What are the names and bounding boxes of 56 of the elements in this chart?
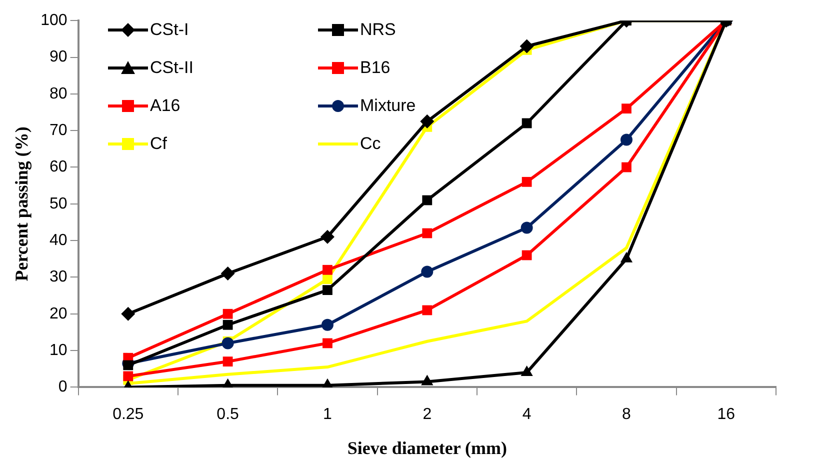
point	[421, 266, 434, 278]
point	[422, 305, 432, 316]
y-tick-label: 60	[50, 158, 68, 176]
x-tick-label: 8	[622, 406, 632, 424]
legend-label: B16	[360, 58, 390, 78]
point	[222, 308, 233, 319]
legend-label: Cf	[150, 134, 167, 154]
point	[322, 338, 332, 348]
legend-label: Mixture	[360, 96, 416, 116]
x-tick-label: 0.5	[216, 406, 240, 424]
point	[522, 250, 532, 260]
point	[123, 360, 134, 370]
y-tick-label: 90	[50, 48, 68, 66]
point	[622, 162, 632, 172]
point	[322, 285, 332, 295]
legend-label: A16	[150, 96, 180, 116]
point	[422, 228, 432, 238]
x-tick-label: 1	[323, 406, 332, 424]
point	[520, 39, 534, 54]
point	[222, 320, 233, 330]
y-tick-label: 100	[40, 12, 68, 30]
legend-label: CSt-II	[150, 58, 194, 78]
x-tick-label: 4	[522, 406, 532, 424]
point	[123, 371, 134, 382]
point	[520, 222, 533, 234]
x-axis-title: Sieve diameter (mm)	[347, 438, 507, 458]
point	[222, 337, 234, 350]
point	[220, 266, 235, 281]
y-tick-label: 50	[50, 195, 68, 212]
point	[222, 356, 233, 366]
legend-label: NRS	[360, 20, 396, 40]
point	[622, 104, 632, 114]
y-tick-label: 0	[58, 378, 68, 396]
x-tick-label: 16	[717, 406, 736, 424]
y-tick-label: 10	[50, 342, 68, 359]
point	[520, 366, 533, 376]
point	[522, 118, 532, 128]
x-tick-label: 0.25	[112, 406, 144, 424]
legend-label: CSt-I	[150, 20, 189, 40]
y-tick-label: 20	[50, 305, 68, 322]
y-tick-label: 30	[50, 268, 68, 286]
point	[321, 318, 334, 331]
y-tick-label: 80	[50, 85, 68, 102]
point	[320, 230, 334, 244]
point	[422, 195, 432, 206]
point	[620, 134, 632, 146]
point	[322, 274, 332, 284]
point	[322, 264, 332, 275]
y-axis-title: Percent passing (%)	[11, 126, 32, 282]
point	[121, 306, 136, 321]
y-tick-label: 40	[50, 232, 68, 249]
y-tick-label: 70	[50, 122, 68, 139]
x-tick-label: 2	[422, 406, 432, 424]
point	[420, 114, 434, 128]
point	[522, 176, 532, 187]
legend-label: Cc	[360, 134, 381, 154]
